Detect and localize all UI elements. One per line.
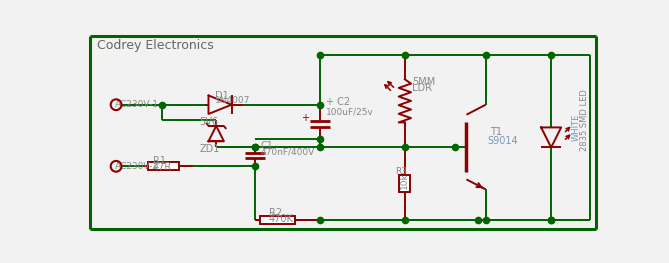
Text: LDR: LDR	[412, 83, 432, 93]
Text: WHITE: WHITE	[572, 114, 581, 141]
Text: 10k: 10k	[400, 173, 409, 189]
Text: + C2: + C2	[326, 97, 350, 107]
Text: R1: R1	[153, 156, 166, 166]
Bar	[260, 216, 295, 224]
Text: R2: R2	[268, 208, 282, 218]
Text: S9014: S9014	[487, 136, 518, 146]
Text: C1: C1	[261, 140, 274, 150]
Text: 5V6: 5V6	[199, 117, 218, 127]
Text: 100uF/25v: 100uF/25v	[326, 107, 373, 116]
Text: AC230V-2: AC230V-2	[114, 162, 159, 171]
Text: +: +	[302, 113, 310, 123]
Text: 47R: 47R	[153, 162, 173, 172]
Text: 1N4007: 1N4007	[215, 96, 250, 105]
Bar	[399, 175, 410, 192]
Text: D1: D1	[215, 91, 228, 101]
Bar	[149, 163, 179, 170]
Text: T1: T1	[490, 127, 502, 137]
Text: Codrey Electronics: Codrey Electronics	[97, 39, 213, 52]
Text: ZD1: ZD1	[199, 144, 219, 154]
Text: 2835 SMD LED: 2835 SMD LED	[580, 89, 589, 151]
Text: 5MM: 5MM	[412, 77, 435, 87]
Text: 470K: 470K	[268, 214, 294, 224]
Text: AC230V-1: AC230V-1	[114, 100, 159, 109]
Text: 470nF/400V: 470nF/400V	[261, 148, 315, 157]
Text: R3: R3	[395, 167, 407, 176]
